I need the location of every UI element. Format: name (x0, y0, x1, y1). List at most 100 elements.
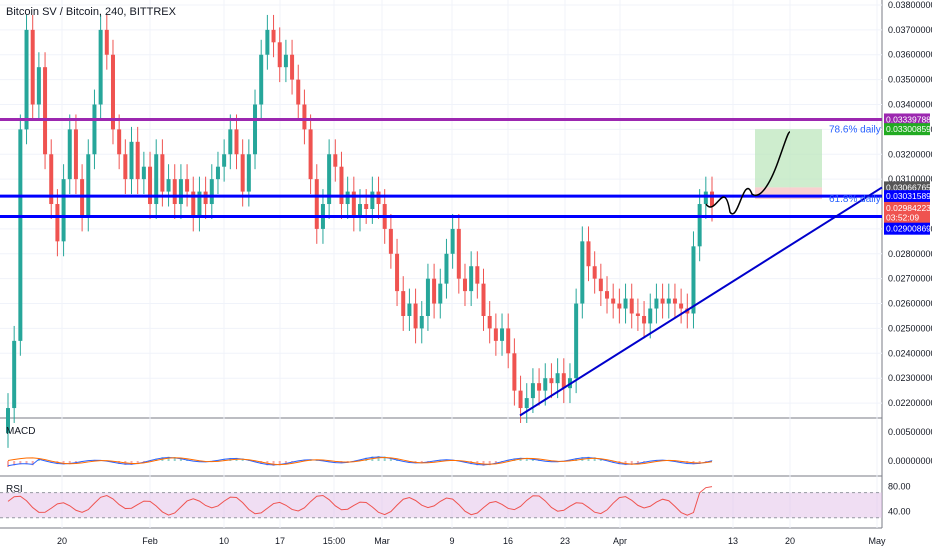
macd-histogram-bar (383, 456, 386, 461)
candle-body (55, 204, 60, 242)
fib-level-label: 78.6% daily (829, 124, 881, 135)
candlestick-series (6, 14, 714, 448)
drawing-overlays: 78.6% daily 61.8% daily (0, 117, 883, 417)
macd-histogram-bar (593, 457, 596, 461)
price-axis: 0.03800000 0.03700000 0.03600000 0.03500000… (884, 0, 932, 516)
price-tag-label: 0.03300859 (886, 124, 931, 134)
chart-title: Bitcoin SV / Bitcoin, 240, BITTREX (6, 6, 176, 18)
price-tick-label: 0.03800000 (888, 0, 932, 10)
candle-body (203, 191, 208, 205)
macd-histogram-bar (408, 461, 411, 463)
macd-histogram-bar (488, 461, 491, 466)
macd-histogram-bar (19, 461, 22, 465)
macd-histogram-bar (136, 461, 139, 465)
macd-histogram-bar (272, 461, 275, 466)
price-tick-label: 0.02800000 (888, 249, 932, 259)
price-tag-label: 0.03031589 (886, 191, 931, 201)
price-tick-label: 0.03700000 (888, 25, 932, 35)
candle-body (407, 303, 412, 316)
candle-body (148, 166, 153, 205)
candle-body (333, 154, 338, 167)
macd-histogram-bar (612, 461, 615, 463)
time-tick-label: 20 (57, 536, 67, 546)
chart-grid (0, 0, 883, 529)
macd-histogram-bar (50, 461, 53, 463)
macd-histogram-bar (698, 461, 701, 464)
macd-histogram-bar (377, 456, 380, 461)
candle-body (561, 373, 566, 389)
candle-body (425, 278, 430, 316)
candle-body (395, 253, 400, 292)
price-tick-label: 0.02600000 (888, 299, 932, 309)
candle-body (80, 179, 85, 217)
candle-body (654, 298, 659, 309)
time-tick-label: Mar (374, 536, 390, 546)
candle-body (73, 129, 78, 180)
price-tag-label: 0.03066765 (886, 182, 931, 192)
candle-body (512, 353, 517, 391)
candle-body (6, 408, 10, 433)
candle-body (43, 67, 48, 155)
candle-body (598, 278, 603, 292)
macd-histogram-bar (494, 461, 497, 464)
macd-histogram-bar (179, 458, 182, 461)
candle-body (666, 298, 671, 304)
candle-body (104, 29, 109, 55)
macd-histogram-bar (155, 458, 158, 461)
macd-histogram-bar (62, 461, 65, 465)
candle-body (30, 29, 35, 105)
fib-level-label: 61.8% daily (829, 194, 881, 205)
rsi-band (0, 492, 882, 518)
macd-histogram-bar (241, 458, 244, 461)
candle-body (222, 154, 227, 167)
candle-body (259, 54, 264, 105)
price-tag-label: 0.03339788 (886, 114, 931, 124)
macd-histogram-bar (31, 461, 34, 466)
macd-histogram-bar (74, 461, 77, 464)
price-tag (884, 190, 930, 203)
candle-body (419, 315, 424, 329)
candle-body (228, 129, 233, 155)
projection-path (705, 131, 791, 215)
macd-histogram-bar (167, 456, 170, 461)
candle-body (629, 298, 634, 314)
candle-body (432, 278, 437, 304)
candle-body (648, 308, 653, 324)
candle-body (679, 303, 684, 309)
candle-body (530, 383, 535, 399)
macd-histogram-bar (7, 461, 9, 467)
candle-body (370, 191, 375, 209)
macd-histogram-bar (636, 461, 639, 464)
macd-label: MACD (6, 426, 36, 437)
candle-body (543, 378, 548, 391)
price-tick-label: 0.02200000 (888, 398, 932, 408)
price-tick-label: 0.03100000 (888, 174, 932, 184)
macd-histogram-bar (420, 461, 423, 464)
time-tick-label: Feb (142, 536, 158, 546)
candle-body (413, 303, 418, 329)
candle-body (61, 179, 66, 242)
candle-body (166, 179, 171, 192)
rsi-tick-label: 40.00 (888, 506, 911, 516)
candle-body (271, 29, 276, 43)
candle-body (623, 298, 628, 309)
candle-body (376, 191, 381, 205)
macd-histogram-bar (525, 457, 528, 461)
candle-body (98, 29, 103, 105)
macd-histogram-bar (531, 458, 534, 461)
candle-body (500, 328, 505, 341)
candle-body (358, 204, 362, 217)
profit-zone (755, 129, 822, 188)
candle-body (339, 166, 344, 205)
macd-histogram-bar (482, 461, 485, 466)
candle-body (135, 141, 140, 180)
candle-body (185, 179, 190, 192)
candle-body (160, 154, 165, 192)
candle-body (141, 166, 146, 180)
candle-body (345, 191, 350, 205)
candle-body (481, 283, 486, 316)
candle-body (524, 398, 529, 409)
price-tick-label: 0.03600000 (888, 50, 932, 60)
candle-body (462, 278, 467, 292)
